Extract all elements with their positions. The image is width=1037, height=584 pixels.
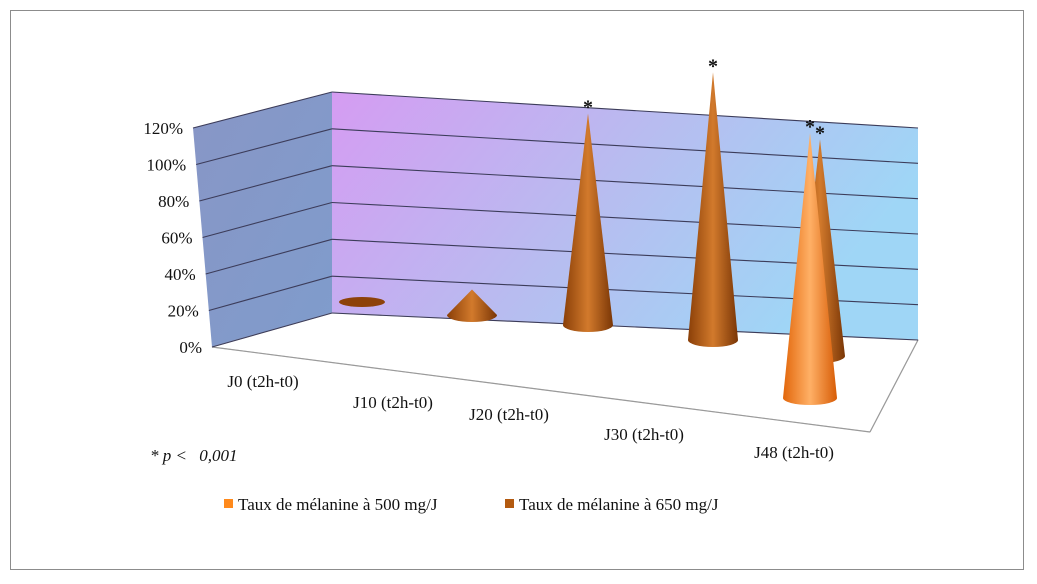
cones xyxy=(339,72,845,405)
gridline-back xyxy=(331,91,919,129)
significance-star: * xyxy=(815,122,825,144)
y-tick-label: 120% xyxy=(143,119,183,138)
gridline-side xyxy=(192,91,333,129)
significance-star: * xyxy=(708,55,718,77)
cone-650-3-body xyxy=(688,72,738,347)
legend: Taux de mélanine à 500 mg/J Taux de méla… xyxy=(224,495,719,514)
x-category-label: J10 (t2h-t0) xyxy=(353,393,433,412)
gridline-side xyxy=(208,275,333,312)
cone-650-1-body xyxy=(447,289,497,322)
gridline-side xyxy=(211,312,333,348)
cone-650-3 xyxy=(688,72,738,347)
cone-650-0 xyxy=(339,297,385,307)
cone-650-0-disc xyxy=(339,297,385,307)
legend-swatch-650 xyxy=(505,499,514,508)
significance-star: * xyxy=(805,116,815,138)
y-tick-label: 100% xyxy=(146,156,186,175)
gridline-side xyxy=(205,238,333,275)
y-tick-label: 60% xyxy=(161,229,192,248)
gridline-side xyxy=(196,128,333,166)
back-wall xyxy=(332,92,918,340)
x-category-label: J48 (t2h-t0) xyxy=(754,443,834,462)
cone-650-1 xyxy=(447,289,497,322)
y-axis-ticks: 0% 20% 40% 60% 80% 100% 120% xyxy=(143,119,202,357)
gridline-side xyxy=(202,201,333,239)
p-value-annotation: * p < 0,001 xyxy=(150,446,237,465)
y-tick-label: 20% xyxy=(168,302,199,321)
legend-label-650: Taux de mélanine à 650 mg/J xyxy=(519,495,719,514)
p-value-prefix: * p < xyxy=(150,446,187,465)
y-tick-label: 0% xyxy=(179,338,202,357)
x-axis-categories: J0 (t2h-t0) J10 (t2h-t0) J20 (t2h-t0) J30 (… xyxy=(227,372,834,462)
y-tick-label: 80% xyxy=(158,192,189,211)
x-category-label: J20 (t2h-t0) xyxy=(469,405,549,424)
gridline-side xyxy=(199,165,333,202)
legend-label-500: Taux de mélanine à 500 mg/J xyxy=(238,495,438,514)
significance-markers: **** xyxy=(583,55,825,144)
significance-star: * xyxy=(583,96,593,118)
cone-650-2-body xyxy=(563,113,613,332)
cone-500-4 xyxy=(783,133,837,405)
cone-500-4-body xyxy=(783,133,837,405)
legend-swatch-500 xyxy=(224,499,233,508)
y-tick-label: 40% xyxy=(164,265,195,284)
p-value: 0,001 xyxy=(199,446,237,465)
cone-650-2 xyxy=(563,113,613,332)
x-category-label: J0 (t2h-t0) xyxy=(227,372,298,391)
x-category-label: J30 (t2h-t0) xyxy=(604,425,684,444)
